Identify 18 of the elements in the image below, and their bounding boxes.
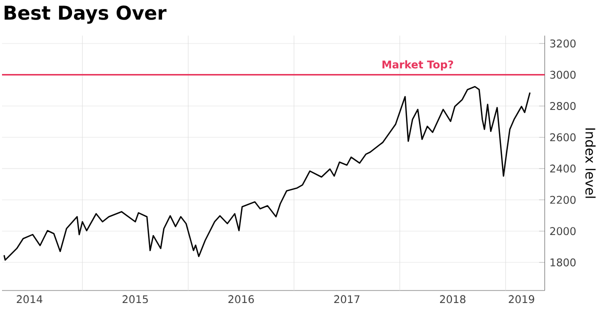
chart-title: Best Days Over	[4, 6, 166, 24]
y-tick-label: 2800	[550, 102, 576, 110]
y-tick-label: 3200	[550, 40, 576, 48]
line-series	[3, 86, 531, 261]
x-tick-label: 2014	[16, 295, 42, 304]
y-tick-label: 2200	[550, 196, 576, 204]
ref-line-label: Market Top?	[382, 60, 454, 71]
y-tick-label: 2000	[550, 227, 576, 236]
y-tick-label: 2600	[550, 133, 576, 142]
x-tick-label: 2015	[122, 295, 148, 304]
y-tick-label: 1800	[550, 258, 576, 266]
y-tick-label: 2400	[550, 164, 576, 173]
x-tick-label: 2017	[334, 295, 360, 304]
y-tick-label: 3000	[550, 70, 576, 79]
x-tick-label: 2019	[508, 295, 534, 304]
x-tick-label: 2016	[228, 295, 254, 304]
y-axis-title: Index level	[585, 128, 596, 198]
x-tick-label: 2018	[440, 295, 466, 304]
